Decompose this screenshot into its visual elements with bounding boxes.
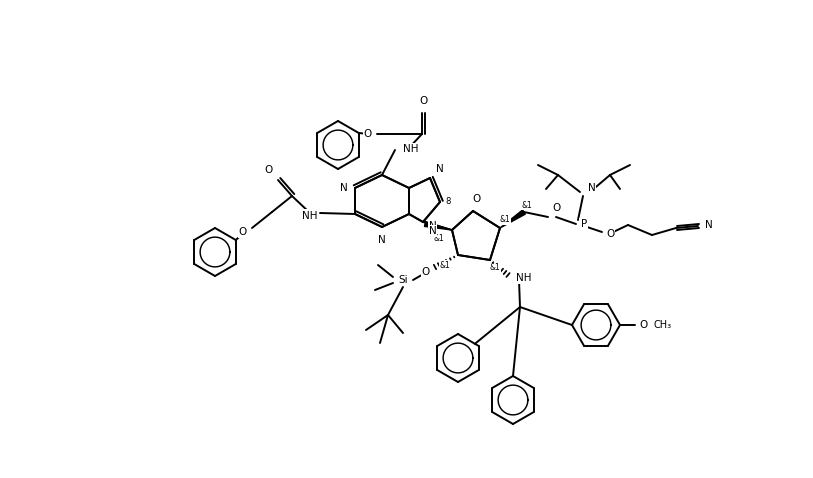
Text: O: O (239, 227, 247, 237)
Polygon shape (500, 210, 525, 228)
Text: NH: NH (402, 145, 418, 155)
Text: O: O (606, 229, 615, 239)
Text: O: O (552, 204, 560, 214)
Text: O: O (472, 194, 480, 204)
Text: &1: &1 (522, 200, 533, 209)
Text: &1: &1 (489, 263, 500, 272)
Text: O: O (419, 96, 427, 106)
Text: O: O (472, 194, 480, 204)
Text: NH: NH (516, 273, 532, 283)
Text: N: N (341, 183, 348, 193)
Text: N: N (429, 226, 437, 236)
Text: CH₃: CH₃ (653, 320, 671, 330)
Text: N: N (378, 235, 386, 245)
Text: O: O (265, 165, 273, 175)
Text: O: O (422, 267, 430, 277)
Polygon shape (424, 222, 452, 230)
Text: N: N (704, 220, 711, 230)
Text: O: O (363, 129, 372, 139)
Text: NH: NH (516, 273, 532, 283)
Text: O: O (265, 165, 273, 175)
Text: N: N (588, 183, 596, 193)
Text: O: O (419, 96, 427, 106)
Text: NH: NH (302, 211, 317, 221)
Text: O: O (363, 129, 372, 139)
Text: O: O (639, 320, 647, 330)
Text: N: N (429, 221, 437, 231)
Text: O: O (639, 320, 647, 330)
Text: N: N (436, 164, 444, 174)
Text: &1: &1 (500, 216, 511, 225)
Text: O: O (606, 229, 615, 239)
Text: NH: NH (302, 210, 317, 220)
Text: NH: NH (403, 144, 419, 154)
Text: N: N (341, 183, 348, 193)
Text: O: O (639, 320, 647, 330)
Text: O: O (239, 227, 247, 237)
Text: &1: &1 (439, 261, 450, 270)
Text: P: P (581, 219, 587, 229)
Text: N: N (705, 220, 713, 230)
Text: &1: &1 (433, 233, 444, 242)
Text: O: O (422, 267, 430, 277)
Text: 8: 8 (445, 197, 450, 206)
Text: O: O (552, 203, 560, 213)
Text: Si: Si (398, 275, 408, 285)
Text: N: N (435, 163, 443, 173)
Text: Si: Si (398, 275, 408, 285)
Text: P: P (580, 219, 586, 229)
Text: N: N (378, 235, 386, 245)
Text: N: N (587, 183, 595, 193)
Text: 8: 8 (444, 197, 450, 206)
